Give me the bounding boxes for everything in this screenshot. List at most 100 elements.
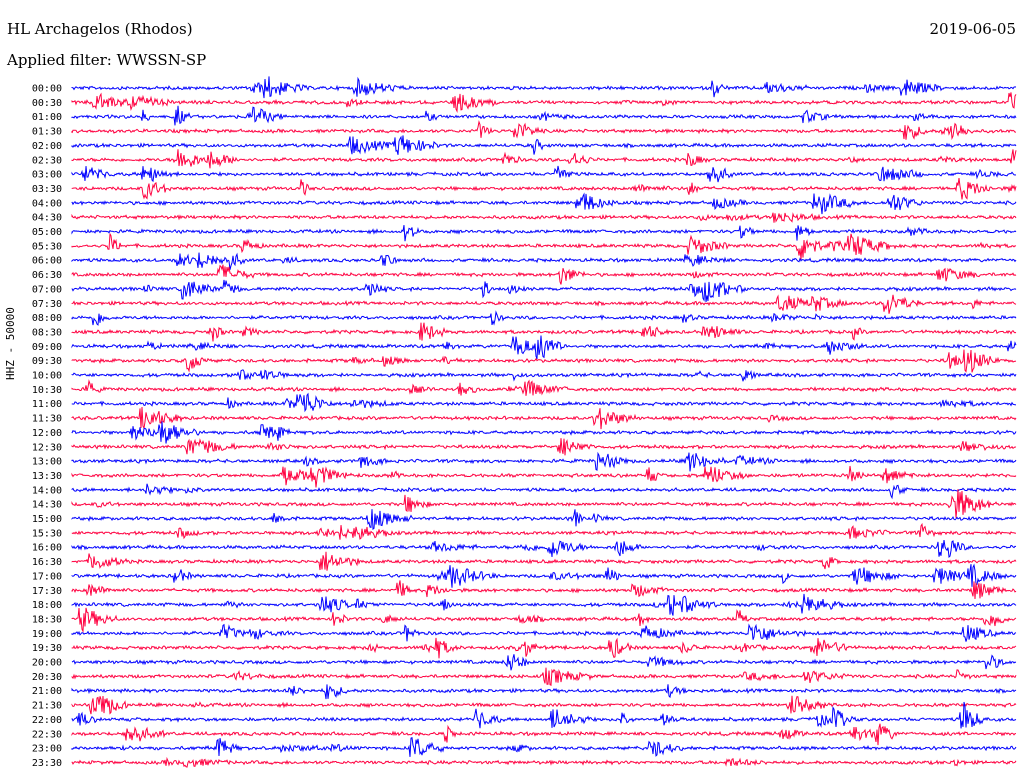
row-time-label: 13:30 [32, 471, 62, 482]
seismic-trace [71, 607, 1017, 634]
row-time-label: 22:00 [32, 715, 62, 726]
row-time-label: 02:00 [32, 141, 62, 152]
seismic-trace [71, 736, 1017, 757]
seismic-trace [71, 723, 1016, 746]
row-time-label: 15:30 [32, 528, 62, 539]
seismic-trace [71, 406, 1017, 430]
seismic-trace [71, 684, 1017, 700]
seismic-trace [71, 451, 1017, 472]
row-time-label: 18:30 [32, 614, 62, 625]
seismic-trace [71, 279, 1017, 303]
seismic-trace [71, 165, 1017, 183]
row-time-label: 20:30 [32, 672, 62, 683]
seismic-trace [71, 540, 1017, 559]
row-time-label: 13:00 [32, 457, 62, 468]
seismic-trace [71, 322, 1017, 342]
row-time-label: 05:00 [32, 227, 62, 238]
date-label: 2019-06-05 [929, 20, 1016, 38]
row-time-label: 00:30 [32, 98, 62, 109]
row-time-label: 11:00 [32, 399, 62, 410]
row-time-label: 16:00 [32, 543, 62, 554]
row-time-label: 01:00 [32, 112, 62, 123]
row-time-label: 16:30 [32, 557, 62, 568]
row-time-label: 14:00 [32, 485, 62, 496]
seismic-trace [71, 335, 1017, 360]
seismic-trace [71, 489, 1017, 518]
row-time-label: 02:30 [32, 155, 62, 166]
seismic-trace [71, 392, 1017, 413]
row-time-label: 20:00 [32, 658, 62, 669]
row-time-label: 21:30 [32, 701, 62, 712]
seismic-trace [71, 92, 1017, 113]
row-time-label: 01:30 [32, 127, 62, 138]
seismic-trace [71, 149, 1017, 169]
seismic-trace [71, 667, 1017, 686]
seismic-trace [71, 76, 1017, 99]
row-time-label: 03:00 [32, 170, 62, 181]
seismic-trace [71, 593, 1017, 616]
seismic-trace [71, 264, 1017, 285]
row-time-label: 00:00 [32, 84, 62, 95]
row-time-label: 09:30 [32, 356, 62, 367]
row-time-label: 19:30 [32, 643, 62, 654]
seismic-trace [71, 294, 1017, 314]
row-time-label: 17:30 [32, 586, 62, 597]
row-time-label: 10:30 [32, 385, 62, 396]
station-title: HL Archagelos (Rhodos) [7, 20, 193, 38]
row-time-label: 15:00 [32, 514, 62, 525]
row-time-label: 11:30 [32, 414, 62, 425]
row-time-label: 07:00 [32, 284, 62, 295]
seismic-trace [71, 135, 1017, 155]
seismic-trace [71, 695, 1017, 715]
row-time-label: 22:30 [32, 729, 62, 740]
seismic-trace [71, 252, 1017, 270]
row-time-label: 21:00 [32, 686, 62, 697]
seismic-trace [71, 192, 1017, 215]
row-time-label: 04:30 [32, 213, 62, 224]
seismic-trace [71, 379, 1017, 396]
seismic-trace [71, 580, 1017, 600]
seismic-trace [71, 522, 1017, 540]
row-time-label: 23:00 [32, 744, 62, 755]
seismic-trace [71, 105, 1017, 126]
row-time-label: 03:30 [32, 184, 62, 195]
row-time-label: 06:30 [32, 270, 62, 281]
row-time-label: 08:30 [32, 327, 62, 338]
row-time-label: 10:00 [32, 371, 62, 382]
row-time-label: 12:30 [32, 442, 62, 453]
seismic-trace [71, 438, 1017, 456]
seismic-trace [71, 212, 1017, 223]
row-time-label: 08:00 [32, 313, 62, 324]
seismic-trace [71, 551, 1017, 571]
row-time-label: 04:00 [32, 198, 62, 209]
seismic-trace [71, 233, 1017, 260]
seismic-trace [71, 310, 1017, 326]
seismic-trace [71, 654, 1017, 671]
row-time-label: 09:00 [32, 342, 62, 353]
seismic-trace [71, 701, 1017, 729]
seismic-trace [71, 421, 1017, 444]
seismic-trace [71, 465, 1017, 488]
seismic-trace [71, 369, 1017, 382]
row-time-label: 23:30 [32, 758, 62, 769]
seismic-trace [71, 120, 1016, 141]
seismic-trace [71, 178, 1017, 200]
row-time-label: 05:30 [32, 241, 62, 252]
row-time-label: 18:00 [32, 600, 62, 611]
seismic-trace [71, 756, 1017, 768]
seismic-trace [71, 563, 1017, 588]
seismic-trace [71, 349, 1017, 373]
seismic-trace [71, 623, 1017, 642]
row-time-label: 07:30 [32, 299, 62, 310]
seismic-trace [71, 225, 1017, 242]
row-time-label: 12:00 [32, 428, 62, 439]
row-time-label: 19:00 [32, 629, 62, 640]
row-time-label: 17:00 [32, 571, 62, 582]
row-time-label: 14:30 [32, 500, 62, 511]
seismic-trace [71, 637, 1017, 659]
seismic-trace [71, 483, 1017, 500]
seismic-trace [71, 509, 1017, 531]
filter-label: Applied filter: WWSSN-SP [7, 51, 207, 69]
row-time-label: 06:00 [32, 256, 62, 267]
